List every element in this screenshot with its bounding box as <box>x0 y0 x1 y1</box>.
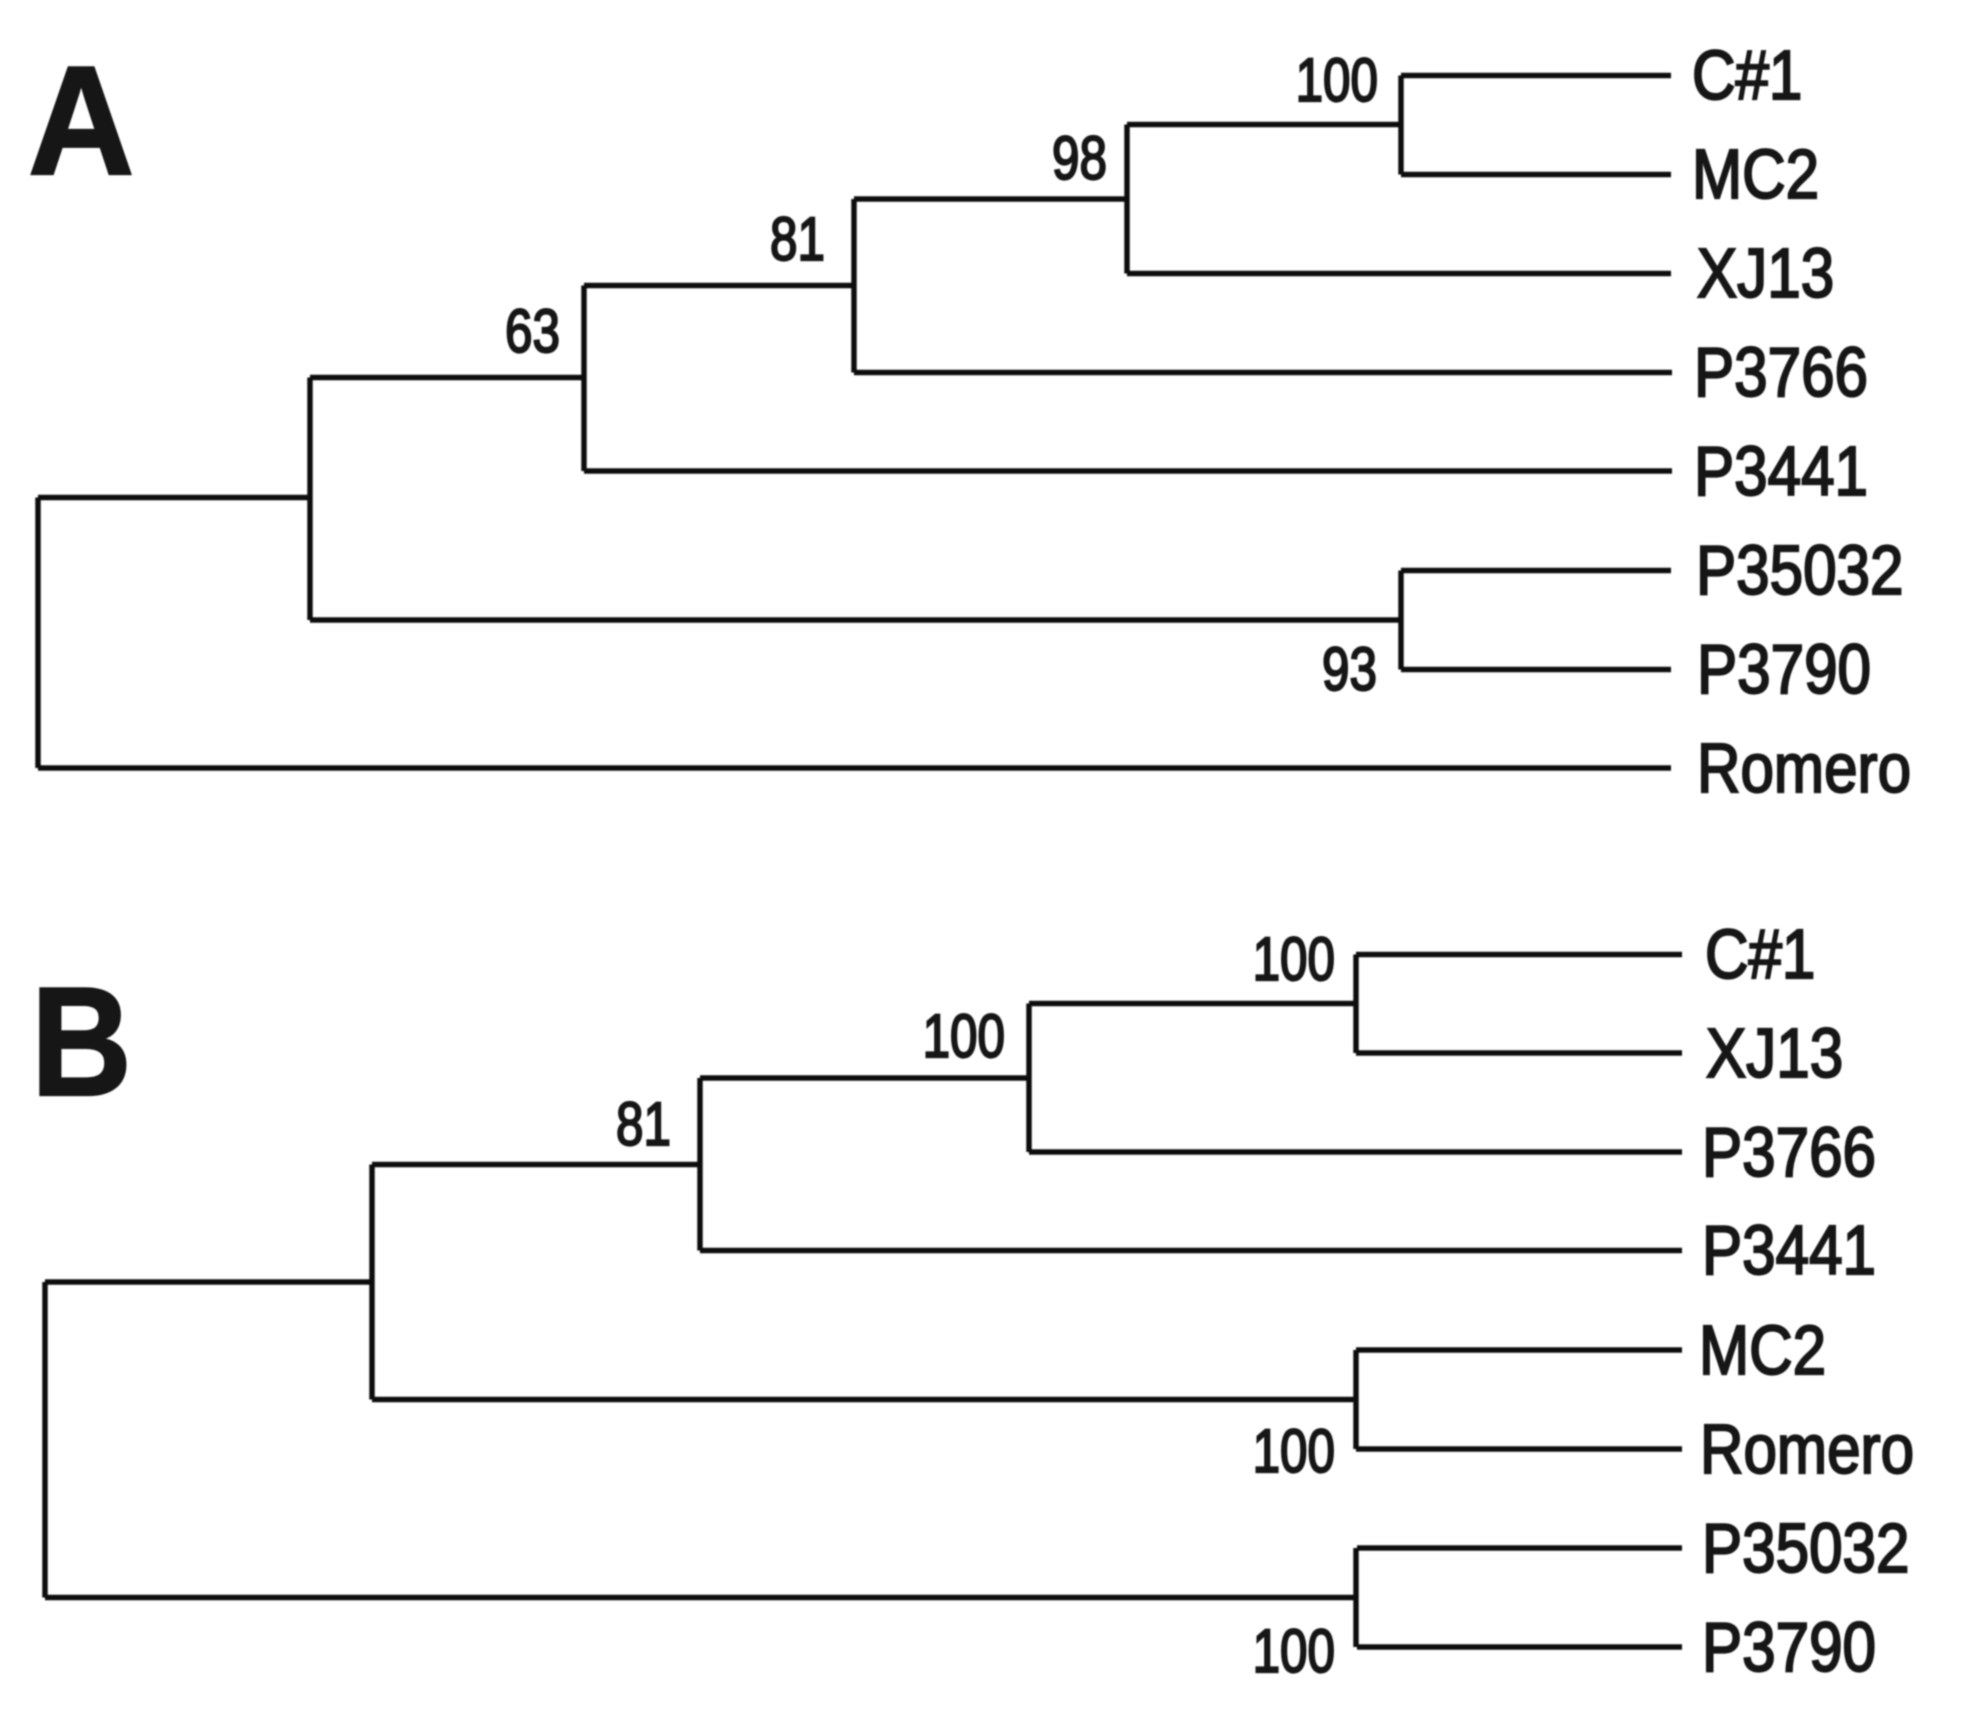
svg-text:C#1: C#1 <box>1692 36 1802 114</box>
svg-text:P3790: P3790 <box>1702 1608 1876 1686</box>
svg-text:93: 93 <box>1322 635 1377 703</box>
svg-text:100: 100 <box>1253 1417 1335 1485</box>
svg-text:Romero: Romero <box>1700 1410 1914 1488</box>
svg-text:XJ13: XJ13 <box>1706 1014 1843 1092</box>
svg-text:P35032: P35032 <box>1702 1509 1910 1587</box>
svg-text:100: 100 <box>923 1002 1005 1070</box>
svg-text:P3441: P3441 <box>1702 1211 1876 1289</box>
svg-text:A: A <box>28 35 134 208</box>
svg-text:100: 100 <box>1296 46 1378 114</box>
svg-text:81: 81 <box>770 205 825 273</box>
svg-text:81: 81 <box>616 1090 671 1158</box>
svg-text:XJ13: XJ13 <box>1697 234 1834 312</box>
svg-text:Romero: Romero <box>1697 729 1911 807</box>
svg-text:MC2: MC2 <box>1692 135 1819 213</box>
svg-text:P3790: P3790 <box>1697 630 1871 708</box>
svg-text:P3766: P3766 <box>1702 1113 1876 1191</box>
svg-text:MC2: MC2 <box>1699 1311 1826 1389</box>
svg-text:P35032: P35032 <box>1696 531 1904 609</box>
svg-text:B: B <box>31 956 132 1128</box>
svg-text:100: 100 <box>1253 925 1335 993</box>
svg-text:98: 98 <box>1052 124 1107 192</box>
svg-text:P3441: P3441 <box>1694 432 1868 510</box>
svg-text:P3766: P3766 <box>1694 333 1868 411</box>
svg-text:C#1: C#1 <box>1705 915 1815 993</box>
svg-text:100: 100 <box>1253 1617 1335 1685</box>
svg-text:63: 63 <box>505 297 560 365</box>
